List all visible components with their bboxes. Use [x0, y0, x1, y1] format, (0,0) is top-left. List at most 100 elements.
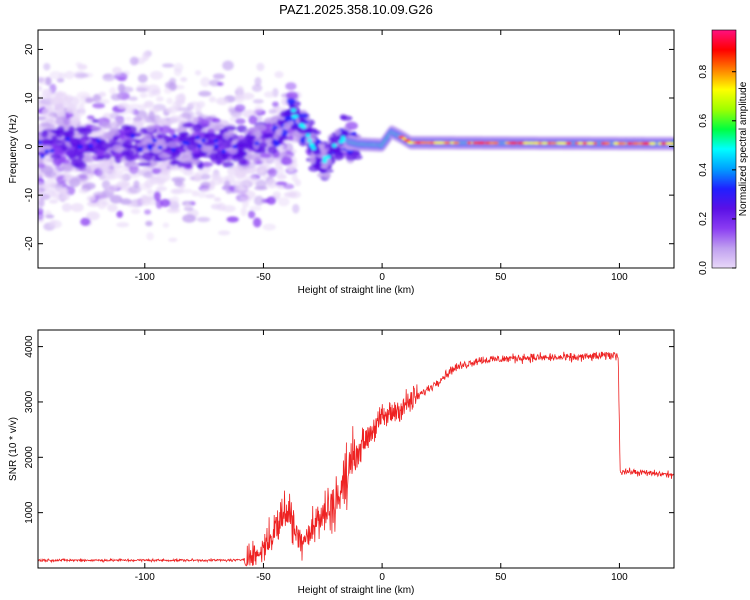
spectrogram-cell — [403, 139, 411, 142]
spectrogram-cell — [117, 77, 127, 82]
spectrogram-cell — [212, 73, 225, 80]
spectrogram-cell — [237, 138, 252, 148]
spectrogram-cell — [299, 123, 305, 128]
spectrogram-cell — [90, 126, 103, 131]
spectrogram-cell — [509, 141, 515, 145]
spectrogram-cell — [222, 131, 231, 140]
snr-ylabel: SNR (10 * v/v) — [8, 417, 19, 481]
spectrogram-cell — [211, 176, 224, 186]
spectrogram-cell — [160, 198, 171, 208]
spectrogram-cell — [75, 173, 89, 182]
spectrogram-cell — [144, 196, 155, 201]
spectrogram-heatmap — [38, 50, 674, 243]
spectrogram-cell — [112, 135, 120, 142]
spectrogram-cell — [137, 74, 148, 83]
spectrogram-cell — [267, 146, 278, 155]
spectrogram-cell — [517, 141, 522, 145]
spectrogram-cell — [345, 121, 358, 130]
spectrogram-cell — [253, 195, 264, 206]
spectrogram-cell — [240, 169, 250, 175]
spectrogram-cell — [174, 179, 183, 187]
spectrogram-cell — [197, 191, 206, 199]
spectrogram-cell — [191, 190, 200, 197]
spectrogram-cell — [112, 184, 124, 189]
spectrogram-cell — [191, 153, 201, 160]
spectrogram-cell — [179, 135, 190, 143]
spectrogram-cell — [77, 150, 84, 160]
snr-xtick-label: 50 — [495, 572, 507, 583]
spectrogram-cell — [178, 132, 189, 137]
spectrogram-cell — [38, 189, 43, 199]
spectrogram-cell — [39, 154, 45, 159]
spectrogram-cell — [109, 194, 123, 204]
spectrogram-cell — [252, 217, 262, 228]
spectrogram-cell — [110, 130, 121, 137]
spectrogram-cell — [345, 155, 357, 161]
spectrogram-cell — [150, 88, 162, 94]
spectrogram-frame — [37, 29, 675, 269]
spectrogram-cell — [166, 97, 173, 105]
spectrogram-cell — [632, 142, 640, 145]
colorbar-label: Normalized spectral amplitude — [738, 81, 749, 216]
spectrogram-cell — [128, 96, 138, 101]
spectrogram-cell — [184, 141, 190, 146]
spectrogram-cell — [202, 146, 214, 153]
spectrogram-cell — [181, 123, 194, 128]
spectrogram-cell — [138, 147, 144, 152]
spectrogram-cell — [549, 141, 557, 145]
spectrogram-cell — [258, 164, 271, 171]
spectrogram-cell — [240, 195, 253, 203]
spectrogram-cell — [77, 64, 88, 70]
spectrogram-xtick-label: 100 — [611, 272, 628, 283]
snr-axis-ticks: -100 -50 0 50 100 1000 2000 3000 4000 — [24, 330, 674, 583]
spectrogram-cell — [127, 173, 140, 179]
spectrogram-cell — [75, 111, 86, 116]
spectrogram-cell — [38, 181, 44, 188]
spectrogram-cell — [117, 119, 125, 126]
spectrogram-cell — [527, 141, 535, 145]
chart-title: PAZ1.2025.358.10.09.G26 — [279, 2, 433, 17]
spectrogram-cell — [254, 105, 264, 114]
spectrogram-cell — [266, 196, 277, 205]
spectrogram-cell — [235, 118, 246, 125]
spectrogram-cell — [247, 153, 262, 161]
spectrogram-cell — [294, 179, 302, 187]
spectrogram-cell — [621, 142, 626, 145]
spectrogram-cell — [256, 115, 263, 122]
spectrogram-cell — [101, 169, 114, 180]
spectrogram-cell — [78, 127, 93, 136]
spectrogram-cell — [79, 137, 87, 145]
spectrogram-cell — [56, 125, 65, 135]
spectrogram-cell — [193, 172, 202, 182]
spectrogram-cell — [277, 184, 286, 190]
spectrogram-xlabel: Height of straight line (km) — [298, 285, 415, 296]
spectrogram-cell — [38, 104, 44, 109]
spectrogram-cell — [56, 78, 65, 83]
spectrogram-cell — [275, 181, 288, 186]
spectrogram-cell — [660, 142, 667, 145]
colorbar-tick-label: 0.4 — [698, 162, 709, 176]
spectrogram-cell — [330, 136, 340, 144]
snr-ytick-label: 4000 — [24, 335, 35, 358]
spectrogram-cell — [322, 159, 328, 164]
spectrogram-cell — [325, 155, 331, 159]
spectrogram-cell — [191, 147, 200, 154]
spectrogram-cell — [254, 77, 262, 86]
spectrogram-cell — [191, 131, 205, 137]
spectrogram-cell — [181, 188, 194, 194]
spectrogram-cell — [225, 189, 232, 194]
spectrogram-cell — [467, 141, 472, 145]
spectrogram-cell — [173, 62, 184, 73]
spectrogram-cell — [150, 175, 159, 185]
spectrogram-cell — [226, 216, 239, 223]
spectrogram-xtick-label: -50 — [256, 272, 271, 283]
spectrogram-cell — [86, 115, 95, 120]
spectrogram-cell — [117, 102, 130, 110]
spectrogram-cell — [142, 171, 153, 179]
spectrogram-cell — [197, 144, 203, 148]
spectrogram-cell — [178, 93, 186, 103]
spectrogram-cell — [309, 156, 316, 165]
spectrogram-cell — [122, 140, 133, 149]
